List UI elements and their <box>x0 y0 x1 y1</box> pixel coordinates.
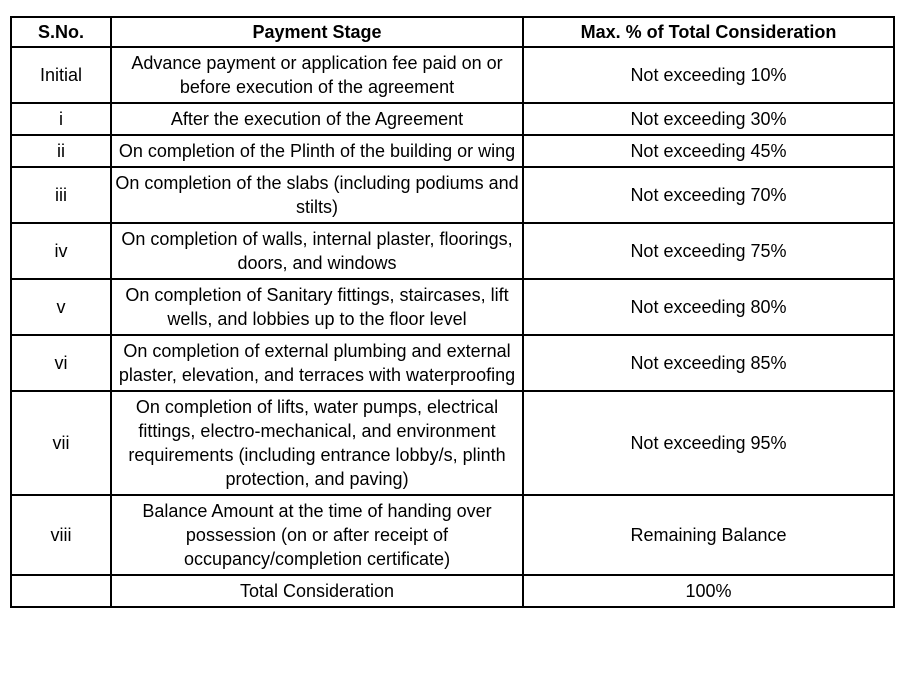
table-cell-max-percent: Not exceeding 45% <box>522 134 895 168</box>
payment-schedule-table: S.No. Payment Stage Max. % of Total Cons… <box>10 16 895 608</box>
table-cell-max-percent: Not exceeding 30% <box>522 102 895 136</box>
table-cell-payment-stage: After the execution of the Agreement <box>110 102 524 136</box>
table-row: Total Consideration 100% <box>10 574 895 608</box>
table-row: vi On completion of external plumbing and… <box>10 334 895 392</box>
table-row: i After the execution of the Agreement Not… <box>10 102 895 136</box>
column-header-sno: S.No. <box>10 16 112 48</box>
table-cell-payment-stage: On completion of Sanitary fittings, stai… <box>110 278 524 336</box>
table-cell-payment-stage: On completion of walls, internal plaster… <box>110 222 524 280</box>
table-cell-sno: viii <box>10 494 112 576</box>
table-cell-sno: vi <box>10 334 112 392</box>
table-cell-max-percent: Not exceeding 85% <box>522 334 895 392</box>
table-row: Initial Advance payment or application fe… <box>10 46 895 104</box>
table-row: vii On completion of lifts, water pumps, … <box>10 390 895 496</box>
table-cell-sno: iii <box>10 166 112 224</box>
table-cell-payment-stage: On completion of the Plinth of the build… <box>110 134 524 168</box>
table-cell-sno: vii <box>10 390 112 496</box>
table-cell-sno: i <box>10 102 112 136</box>
table-cell-max-percent: Remaining Balance <box>522 494 895 576</box>
table-cell-max-percent: Not exceeding 10% <box>522 46 895 104</box>
table-cell-payment-stage: Advance payment or application fee paid … <box>110 46 524 104</box>
table-cell-max-percent: Not exceeding 80% <box>522 278 895 336</box>
table-cell-payment-stage: Balance Amount at the time of handing ov… <box>110 494 524 576</box>
table-row: iii On completion of the slabs (including… <box>10 166 895 224</box>
table-header: S.No. Payment Stage Max. % of Total Cons… <box>10 16 895 48</box>
table-cell-sno: v <box>10 278 112 336</box>
column-header-max-percent: Max. % of Total Consideration <box>522 16 895 48</box>
table-row: v On completion of Sanitary fittings, sta… <box>10 278 895 336</box>
table-cell-sno: Initial <box>10 46 112 104</box>
table-cell-max-percent: 100% <box>522 574 895 608</box>
header-row: S.No. Payment Stage Max. % of Total Cons… <box>10 16 895 48</box>
table-cell-payment-stage: Total Consideration <box>110 574 524 608</box>
table-cell-sno: iv <box>10 222 112 280</box>
table-body: Initial Advance payment or application fe… <box>10 46 895 608</box>
table-row: ii On completion of the Plinth of the bui… <box>10 134 895 168</box>
table-cell-max-percent: Not exceeding 70% <box>522 166 895 224</box>
table-row: iv On completion of walls, internal plast… <box>10 222 895 280</box>
table-cell-sno <box>10 574 112 608</box>
table-cell-max-percent: Not exceeding 75% <box>522 222 895 280</box>
column-header-payment-stage: Payment Stage <box>110 16 524 48</box>
table-row: viii Balance Amount at the time of handin… <box>10 494 895 576</box>
table-cell-payment-stage: On completion of lifts, water pumps, ele… <box>110 390 524 496</box>
table-cell-sno: ii <box>10 134 112 168</box>
table-cell-payment-stage: On completion of the slabs (including po… <box>110 166 524 224</box>
table-cell-max-percent: Not exceeding 95% <box>522 390 895 496</box>
table-cell-payment-stage: On completion of external plumbing and e… <box>110 334 524 392</box>
